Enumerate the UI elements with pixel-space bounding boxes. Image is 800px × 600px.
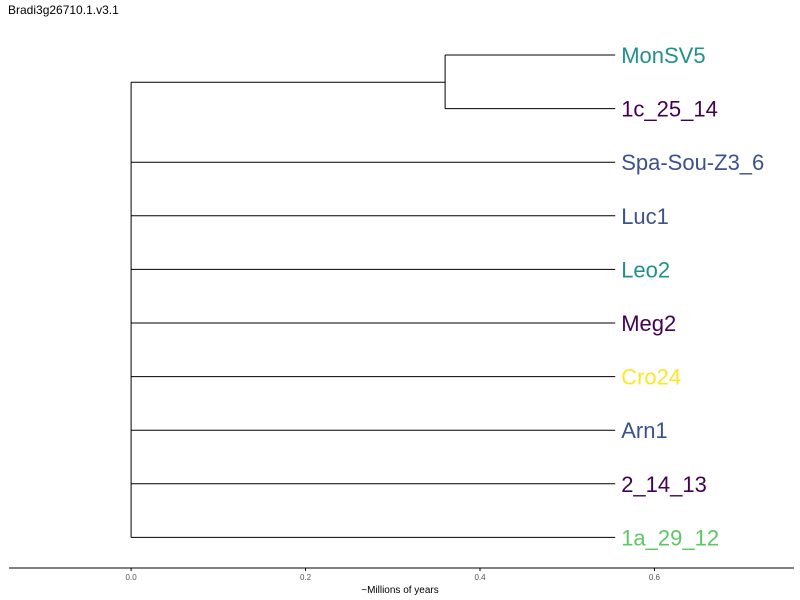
leaf-label: 1c_25_14	[621, 97, 718, 122]
x-axis: 0.0 0.2 0.4 0.6 ~Millions of years	[9, 567, 794, 596]
leaf-label: 1a_29_12	[621, 525, 719, 550]
leaf-label: 2_14_13	[621, 472, 707, 497]
leaf-label: Luc1	[621, 204, 669, 229]
x-tick-label: 0.0	[126, 573, 138, 582]
x-axis-label: ~Millions of years	[361, 585, 439, 596]
leaf-label: Arn1	[621, 418, 667, 443]
tree-branches	[130, 54, 616, 538]
x-tick-label: 0.4	[474, 573, 486, 582]
leaf-label: MonSV5	[621, 43, 705, 68]
leaf-label: Leo2	[621, 257, 670, 282]
x-tick-label: 0.2	[300, 573, 312, 582]
x-axis-ticks: 0.0 0.2 0.4 0.6	[126, 568, 661, 582]
plot-title: Bradi3g26710.1.v3.1	[8, 3, 119, 17]
leaf-label: Spa-Sou-Z3_6	[621, 150, 764, 175]
leaf-labels: MonSV5 1c_25_14 Spa-Sou-Z3_6 Luc1 Leo2 Meg2 Cr…	[621, 43, 764, 550]
leaf-label: Meg2	[621, 311, 676, 336]
leaf-label: Cro24	[621, 365, 681, 390]
x-tick-label: 0.6	[649, 573, 661, 582]
